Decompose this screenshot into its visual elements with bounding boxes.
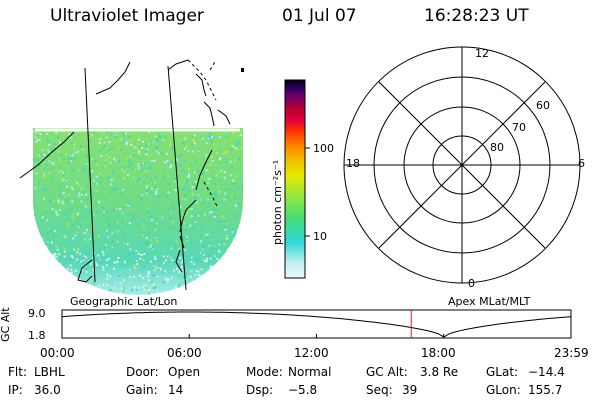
x-tick-4: 23:59 — [554, 346, 589, 360]
glat-key: GLat: — [486, 365, 519, 379]
image-overlay-lines — [19, 59, 231, 291]
timeline-ymin: 1.8 — [28, 329, 46, 342]
colorbar-tick-100: 100 — [313, 142, 334, 155]
x-tick-2: 12:00 — [294, 346, 329, 360]
dsp-key: Dsp: — [246, 383, 274, 397]
dsp-value: −5.8 — [288, 383, 318, 397]
image-panel-label: Geographic Lat/Lon — [70, 295, 178, 308]
timeline-ylabel: GC Alt — [0, 307, 12, 342]
x-tick-3: 18:00 — [421, 346, 456, 360]
mlt-label-6: 6 — [578, 157, 585, 170]
x-tick-0: 00:00 — [40, 346, 75, 360]
date-label: 01 Jul 07 — [282, 6, 357, 26]
uv-image — [33, 128, 243, 295]
glon-key: GLon: — [486, 383, 521, 397]
polar-panel-label: Apex MLat/MLT — [448, 295, 531, 308]
polar-plot — [343, 46, 581, 284]
door-key: Door: — [126, 365, 159, 379]
mode-value: Normal — [288, 365, 332, 379]
colorbar-tick-10: 10 — [313, 230, 327, 243]
colorbar — [284, 79, 310, 279]
glat-value: −14.4 — [528, 365, 565, 379]
door-value: Open — [168, 365, 201, 379]
gain-value: 14 — [168, 383, 184, 397]
flt-value: LBHL — [34, 365, 65, 379]
mlt-label-12: 12 — [475, 47, 489, 60]
lat-label-60: 60 — [536, 99, 550, 112]
x-tick-1: 06:00 — [167, 346, 202, 360]
lat-label-70: 70 — [512, 121, 526, 134]
image-dashed-lines — [187, 59, 219, 209]
gcalt-value: 3.8 Re — [420, 365, 459, 379]
ip-key: IP: — [8, 383, 23, 397]
timeline-ymax: 9.0 — [28, 307, 46, 320]
seq-key: Seq: — [366, 383, 393, 397]
ip-value: 36.0 — [34, 383, 61, 397]
mlt-label-18: 18 — [346, 157, 360, 170]
glon-value: 155.7 — [528, 383, 563, 397]
flt-key: Flt: — [8, 365, 27, 379]
gain-key: Gain: — [126, 383, 158, 397]
seq-value: 39 — [402, 383, 418, 397]
mode-key: Mode: — [246, 365, 283, 379]
instrument-title: Ultraviolet Imager — [50, 6, 204, 26]
timeline-plot — [61, 309, 572, 339]
lat-label-80: 80 — [490, 141, 504, 154]
mlt-label-0: 0 — [468, 277, 475, 290]
colorbar-unit-label: photon cm⁻²s⁻¹ — [271, 159, 284, 245]
gcalt-key: GC Alt: — [366, 365, 408, 379]
time-label: 16:28:23 UT — [424, 6, 529, 26]
